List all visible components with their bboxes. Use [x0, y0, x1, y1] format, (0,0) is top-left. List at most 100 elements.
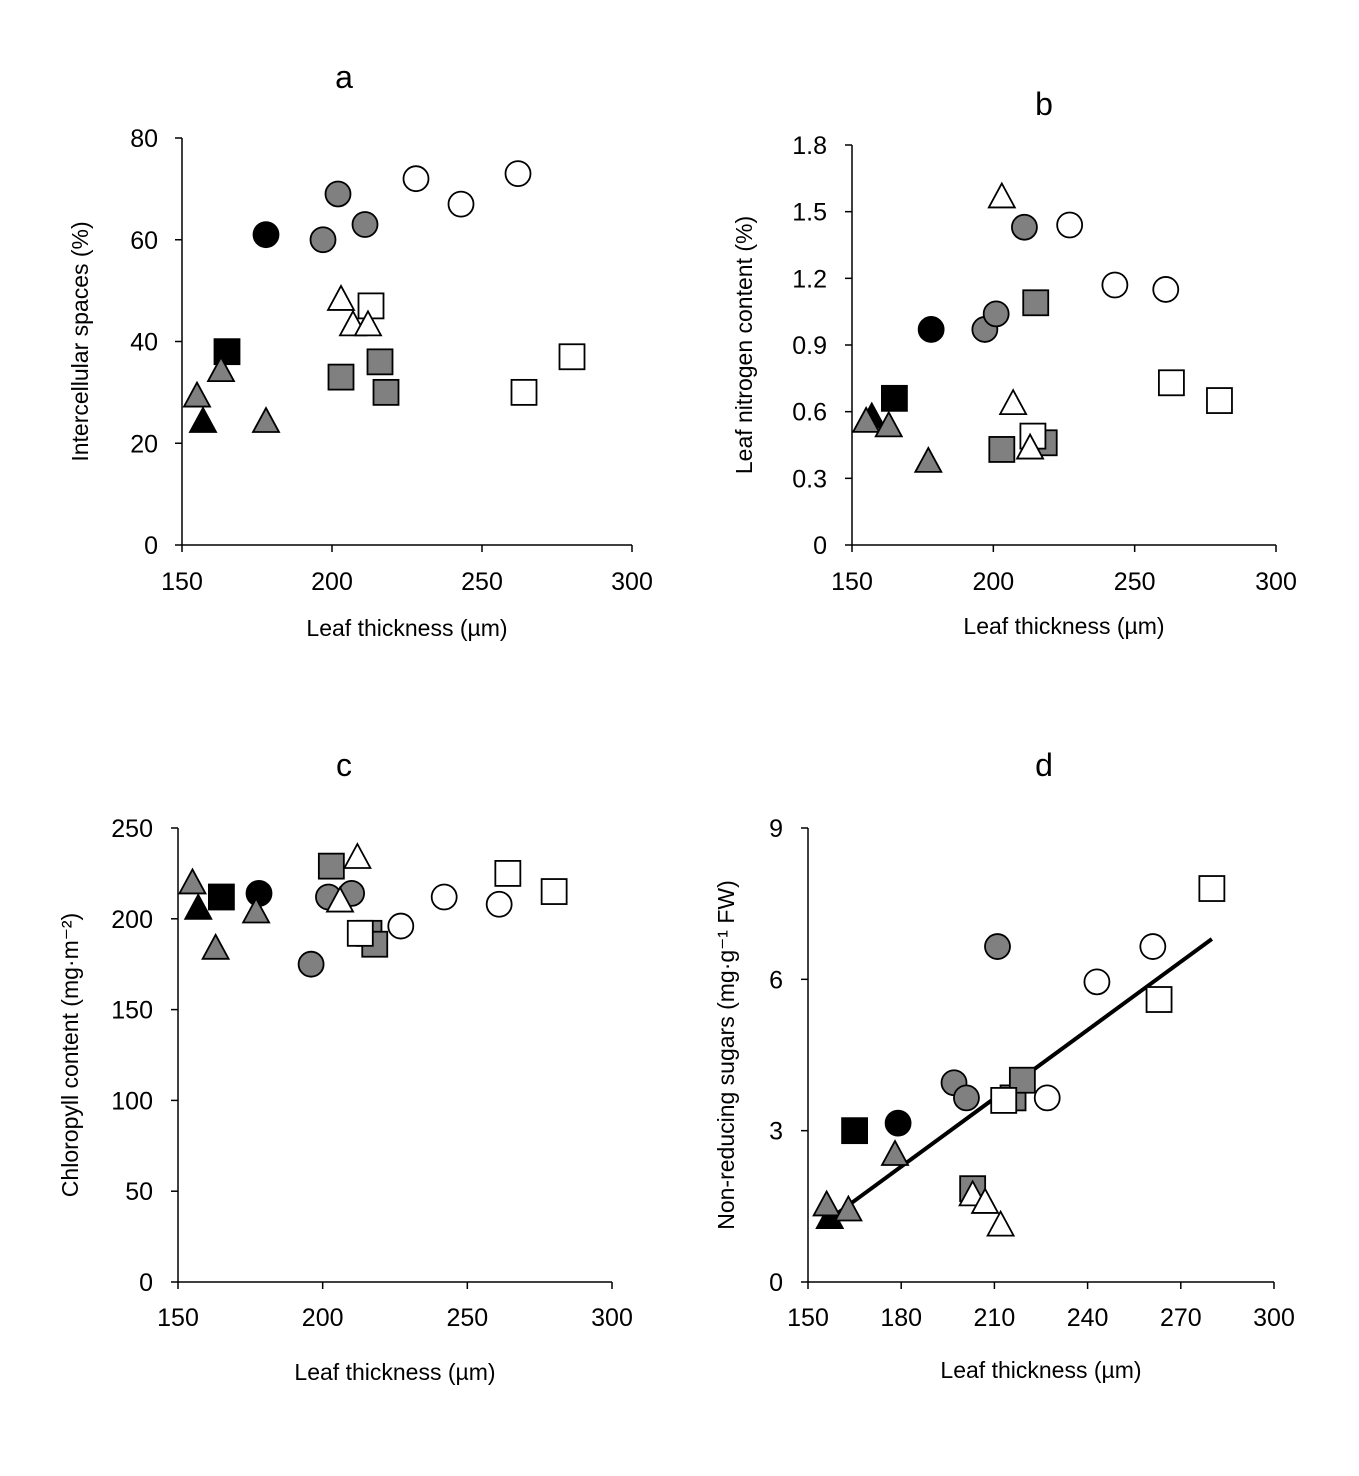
x-tick-label: 200 — [302, 1304, 344, 1332]
data-point-square — [988, 436, 1016, 463]
data-point-triangle — [833, 1194, 863, 1222]
data-point-circle — [982, 300, 1010, 328]
data-point-square — [317, 852, 345, 880]
y-tick-label: 0.6 — [792, 399, 827, 427]
data-point-triangle — [986, 1209, 1016, 1237]
chart-panel-c: 0 50 100 150 200 250 150 200 250 300 c Leaf thickne… — [57, 747, 633, 1385]
data-point-circle — [504, 160, 532, 188]
y-tick-label: 0 — [813, 532, 827, 560]
chart-panel-b: 0 0.3 0.6 0.9 1.2 1.5 1.8 150 200 250 300 b Leaf thi… — [731, 86, 1297, 639]
data-point-square — [1206, 387, 1233, 414]
y-axis-title: Intercellular spaces (%) — [67, 221, 93, 461]
data-point-triangle — [325, 885, 355, 913]
y-tick-label: 0 — [144, 532, 158, 560]
data-point-circle — [1033, 1084, 1061, 1112]
data-point-square — [881, 384, 908, 412]
data-point-square — [207, 883, 235, 911]
data-point-triangle — [251, 406, 281, 433]
y-tick-label: 6 — [769, 966, 783, 994]
data-point-square — [372, 378, 400, 406]
data-point-circle — [1139, 933, 1167, 960]
data-point-circle — [1152, 276, 1180, 303]
data-point-circle — [884, 1109, 912, 1137]
y-axis-title: Leaf nitrogen content (%) — [731, 216, 757, 474]
x-axis-title: Leaf thickness (µm) — [306, 615, 507, 641]
data-point-square — [494, 860, 522, 887]
x-tick-label: 200 — [972, 568, 1014, 596]
data-point-triangle — [188, 406, 218, 433]
data-point-square — [1158, 369, 1185, 397]
data-point-triangle — [206, 355, 236, 383]
x-tick-label: 300 — [611, 568, 653, 596]
x-tick-label: 250 — [446, 1304, 488, 1332]
x-tick-label: 300 — [1253, 1304, 1295, 1332]
data-point-triangle — [182, 380, 212, 408]
data-point-circle — [953, 1084, 980, 1112]
y-tick-label: 80 — [130, 125, 158, 153]
data-point-circle — [485, 890, 513, 918]
data-point-triangle — [201, 932, 231, 960]
data-point-triangle — [874, 410, 904, 438]
y-tick-label: 150 — [111, 997, 153, 1025]
x-tick-label: 300 — [1255, 568, 1297, 596]
data-point-triangle — [183, 892, 213, 920]
x-tick-label: 240 — [1067, 1304, 1109, 1332]
data-point-circle — [1083, 968, 1111, 996]
x-tick-label: 150 — [157, 1304, 199, 1332]
data-point-triangle — [326, 284, 356, 311]
data-point-square — [327, 363, 355, 391]
x-axis-title: Leaf thickness (µm) — [963, 613, 1164, 639]
y-tick-label: 0.3 — [792, 465, 827, 493]
x-tick-label: 150 — [787, 1304, 829, 1332]
data-point-circle — [430, 883, 458, 911]
x-tick-label: 150 — [161, 568, 203, 596]
panel-title: b — [1035, 86, 1053, 122]
x-axis-title: Leaf thickness (µm) — [294, 1359, 495, 1385]
data-point-square — [357, 292, 385, 320]
chart-panel-d: 0 3 6 9 150 180 210 240 270 300 d Leaf thickness (µ… — [713, 747, 1295, 1383]
y-tick-label: 0 — [769, 1269, 783, 1297]
data-point-circle — [447, 190, 475, 218]
data-point-triangle — [987, 181, 1017, 209]
y-tick-label: 250 — [111, 815, 153, 843]
data-point-circle — [309, 226, 337, 254]
data-point-triangle — [851, 406, 881, 433]
data-point-triangle — [241, 896, 271, 924]
y-tick-label: 20 — [130, 430, 158, 458]
data-point-triangle — [342, 842, 372, 869]
y-tick-label: 1.5 — [792, 199, 827, 227]
panel-title: c — [336, 747, 352, 783]
x-tick-label: 150 — [831, 568, 873, 596]
data-point-triangle — [177, 867, 207, 895]
y-tick-label: 100 — [111, 1087, 153, 1115]
data-point-triangle — [880, 1139, 910, 1166]
y-tick-label: 1.8 — [792, 132, 827, 160]
data-point-circle — [402, 165, 430, 193]
x-tick-label: 210 — [974, 1304, 1016, 1332]
panel-title: d — [1035, 747, 1053, 783]
data-point-triangle — [998, 388, 1028, 416]
y-tick-label: 3 — [769, 1118, 783, 1146]
data-point-circle — [297, 950, 325, 978]
data-point-square — [540, 878, 568, 905]
x-tick-label: 300 — [591, 1304, 633, 1332]
data-point-triangle — [1015, 432, 1045, 460]
data-point-triangle — [970, 1187, 1000, 1214]
y-tick-label: 50 — [125, 1178, 153, 1206]
x-tick-label: 180 — [880, 1304, 922, 1332]
data-point-square — [990, 1087, 1018, 1114]
data-point-square — [1198, 875, 1226, 902]
data-point-triangle — [913, 446, 943, 473]
x-tick-label: 270 — [1160, 1304, 1202, 1332]
data-point-circle — [917, 316, 945, 343]
x-tick-label: 250 — [461, 568, 503, 596]
x-axis-title: Leaf thickness (µm) — [940, 1357, 1141, 1383]
data-point-square — [558, 343, 586, 371]
y-axis-title: Chloropyll content (mg·m⁻²) — [57, 913, 83, 1197]
y-tick-label: 0.9 — [792, 332, 827, 360]
data-point-triangle — [353, 309, 383, 337]
y-tick-label: 40 — [130, 329, 158, 357]
data-point-square — [510, 378, 538, 406]
data-point-triangle — [812, 1189, 842, 1217]
data-point-circle — [1056, 211, 1084, 239]
